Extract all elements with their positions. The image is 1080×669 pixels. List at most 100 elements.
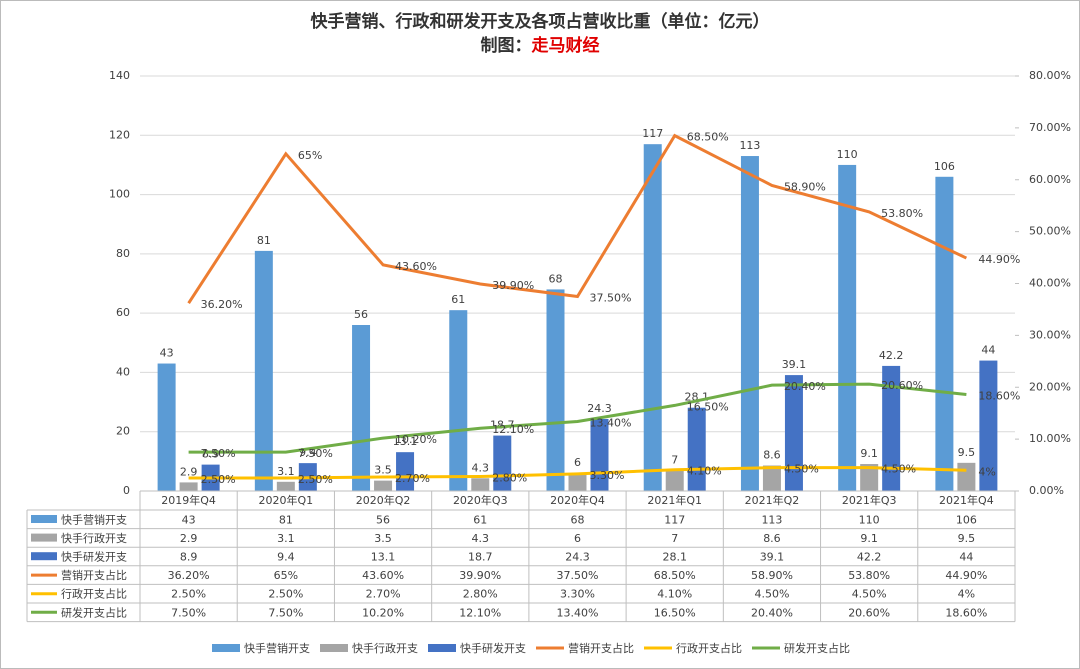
line-label: 4.50% xyxy=(784,463,819,476)
table-cell: 113 xyxy=(761,513,782,526)
subtitle: 制图： xyxy=(481,35,532,56)
y-tick-label: 20 xyxy=(116,425,130,438)
bar xyxy=(762,465,781,491)
y2-tick-label: 30.00% xyxy=(1029,328,1071,341)
table-cell: 13.40% xyxy=(557,606,599,619)
bar-label: 39.1 xyxy=(782,358,807,371)
table-cell: 39.90% xyxy=(459,569,501,582)
line xyxy=(188,466,967,480)
bar xyxy=(352,325,371,491)
table-cell: 28.1 xyxy=(662,551,687,564)
bar xyxy=(471,478,490,491)
y2-tick-label: 80.00% xyxy=(1029,69,1071,82)
y-tick-label: 100 xyxy=(109,188,130,201)
legend-label: 快手营销开支 xyxy=(244,641,310,655)
table-cell: 20.40% xyxy=(751,606,793,619)
bar xyxy=(157,363,176,491)
x-tick-label: 2020年Q4 xyxy=(550,493,605,507)
bar-label: 4.3 xyxy=(472,461,490,474)
table-cell: 81 xyxy=(279,513,293,526)
bar xyxy=(643,144,662,491)
chart-subtitle: 制图：走马财经 xyxy=(481,35,600,56)
table-cell: 7.50% xyxy=(268,606,303,619)
table-cell: 36.20% xyxy=(168,569,210,582)
table-cell: 8.9 xyxy=(180,551,198,564)
line-label: 58.90% xyxy=(784,180,826,193)
line-label: 16.50% xyxy=(687,400,729,413)
line-label: 10.20% xyxy=(395,433,437,446)
chart-title: 快手营销、行政和研发开支及各项占营收比重（单位：亿元） xyxy=(311,11,770,32)
bar xyxy=(957,462,976,491)
y-tick-label: 40 xyxy=(116,365,130,378)
bar xyxy=(179,482,198,491)
bar-label: 7 xyxy=(671,453,678,466)
table-cell: 42.2 xyxy=(857,551,882,564)
y-tick-label: 60 xyxy=(116,306,130,319)
table-cell: 9.5 xyxy=(958,532,976,545)
table-cell: 61 xyxy=(473,513,487,526)
table-cell: 58.90% xyxy=(751,569,793,582)
line-label: 65% xyxy=(298,149,322,162)
table-key xyxy=(31,533,57,542)
table-cell: 37.50% xyxy=(557,569,599,582)
bar-label: 106 xyxy=(934,160,955,173)
bar-label: 9.5 xyxy=(958,446,976,459)
table-cell: 4% xyxy=(958,588,975,601)
y2-tick-label: 50.00% xyxy=(1029,225,1071,238)
bar-label: 42.2 xyxy=(879,349,904,362)
bar xyxy=(860,464,879,491)
bar-label: 9.1 xyxy=(860,447,878,460)
table-cell: 4.3 xyxy=(472,532,490,545)
table-cell: 12.10% xyxy=(459,606,501,619)
bar-label: 43 xyxy=(160,347,174,360)
x-tick-label: 2021年Q4 xyxy=(939,493,994,507)
x-tick-label: 2021年Q2 xyxy=(745,493,800,507)
y-tick-label: 140 xyxy=(109,69,130,82)
x-tick-label: 2021年Q3 xyxy=(842,493,897,507)
line-label: 4% xyxy=(978,465,995,478)
line-label: 4.50% xyxy=(881,463,916,476)
line-label: 3.30% xyxy=(590,469,625,482)
source: 走马财经 xyxy=(532,35,600,56)
x-tick-label: 2020年Q2 xyxy=(356,493,411,507)
bar xyxy=(254,250,273,491)
line-label: 20.40% xyxy=(784,380,826,393)
bar xyxy=(546,289,565,491)
bar-label: 2.9 xyxy=(180,465,198,478)
line-label: 20.60% xyxy=(881,379,923,392)
y2-tick-label: 0.00% xyxy=(1029,484,1064,497)
legend-label: 行政开支占比 xyxy=(676,641,742,655)
bar-label: 117 xyxy=(642,127,663,140)
table-cell: 7.50% xyxy=(171,606,206,619)
line-label: 2.50% xyxy=(201,473,236,486)
table-cell: 53.80% xyxy=(848,569,890,582)
bar-label: 3.1 xyxy=(277,465,295,478)
table-row-name: 营销开支占比 xyxy=(61,568,127,582)
line-label: 4.10% xyxy=(687,465,722,478)
y-tick-label: 120 xyxy=(109,128,130,141)
table-cell: 16.50% xyxy=(654,606,696,619)
line-label: 43.60% xyxy=(395,260,437,273)
x-tick-label: 2021年Q1 xyxy=(647,493,702,507)
line-label: 37.50% xyxy=(590,291,632,304)
table-cell: 4.10% xyxy=(657,588,692,601)
bar xyxy=(687,407,706,491)
table-cell: 18.7 xyxy=(468,551,493,564)
line-label: 39.90% xyxy=(492,279,534,292)
table-cell: 65% xyxy=(274,569,298,582)
table-cell: 44.90% xyxy=(945,569,987,582)
line xyxy=(188,382,967,454)
table-cell: 9.4 xyxy=(277,551,295,564)
x-tick-label: 2020年Q1 xyxy=(259,493,314,507)
line-label: 18.60% xyxy=(978,390,1020,403)
bar-label: 13.1 xyxy=(393,435,418,448)
table-cell: 2.80% xyxy=(463,588,498,601)
table-key xyxy=(31,552,57,561)
y2-tick-label: 10.00% xyxy=(1029,432,1071,445)
bar-label: 68 xyxy=(549,272,563,285)
table-cell: 2.70% xyxy=(366,588,401,601)
line-label: 13.40% xyxy=(590,416,632,429)
bar-label: 110 xyxy=(837,148,858,161)
table-cell: 44 xyxy=(959,551,973,564)
